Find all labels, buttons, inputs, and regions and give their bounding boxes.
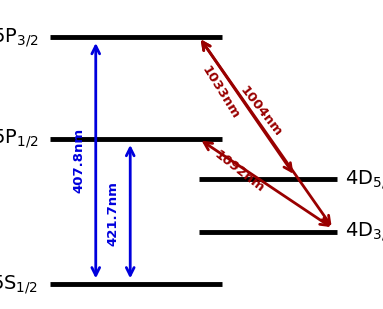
Text: 1092nm: 1092nm bbox=[212, 148, 267, 195]
Text: 4D$_{3/2}$: 4D$_{3/2}$ bbox=[345, 220, 383, 243]
Text: 421.7nm: 421.7nm bbox=[106, 181, 119, 246]
Text: 1033nm: 1033nm bbox=[199, 64, 242, 121]
Text: 5P$_{3/2}$: 5P$_{3/2}$ bbox=[0, 26, 38, 49]
Text: 5S$_{1/2}$: 5S$_{1/2}$ bbox=[0, 273, 38, 296]
Text: 4D$_{5/2}$: 4D$_{5/2}$ bbox=[345, 168, 383, 191]
Text: 407.8nm: 407.8nm bbox=[72, 128, 85, 193]
Text: 1004nm: 1004nm bbox=[237, 84, 284, 139]
Text: 5P$_{1/2}$: 5P$_{1/2}$ bbox=[0, 128, 38, 150]
